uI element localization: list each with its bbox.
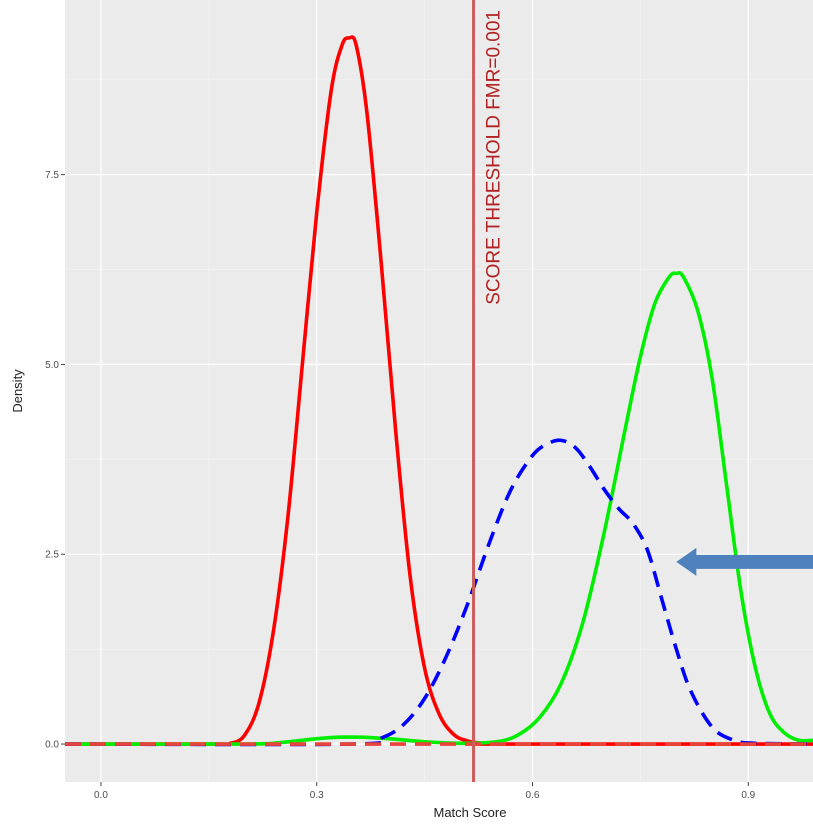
x-tick-label: 0.6 (526, 790, 540, 801)
x-tick-label: 0.0 (94, 790, 108, 801)
y-tick-label: 0.0 (45, 740, 59, 751)
y-tick-label: 2.5 (45, 550, 59, 561)
y-tick-label: 7.5 (45, 170, 59, 181)
y-axis-label: Density (10, 369, 25, 413)
series-line-red (64, 35, 813, 746)
panel-background (65, 0, 813, 782)
x-axis-label: Match Score (434, 805, 507, 820)
left-arrow-icon (676, 547, 813, 576)
series-line-blue-dashed (64, 438, 813, 747)
threshold-label: SCORE THRESHOLD FMR=0.001 (484, 10, 505, 305)
series-line-green (64, 271, 813, 746)
annotations: SCORE THRESHOLD FMR=0.001 (472, 0, 813, 782)
x-tick-label: 0.3 (310, 790, 324, 801)
y-tick-label: 5.0 (45, 360, 59, 371)
series-lines (64, 35, 813, 747)
x-tick-label: 0.9 (741, 790, 755, 801)
axes: 0.0 0.3 0.6 0.9 0.0 2.5 5.0 7.5 (45, 170, 756, 801)
